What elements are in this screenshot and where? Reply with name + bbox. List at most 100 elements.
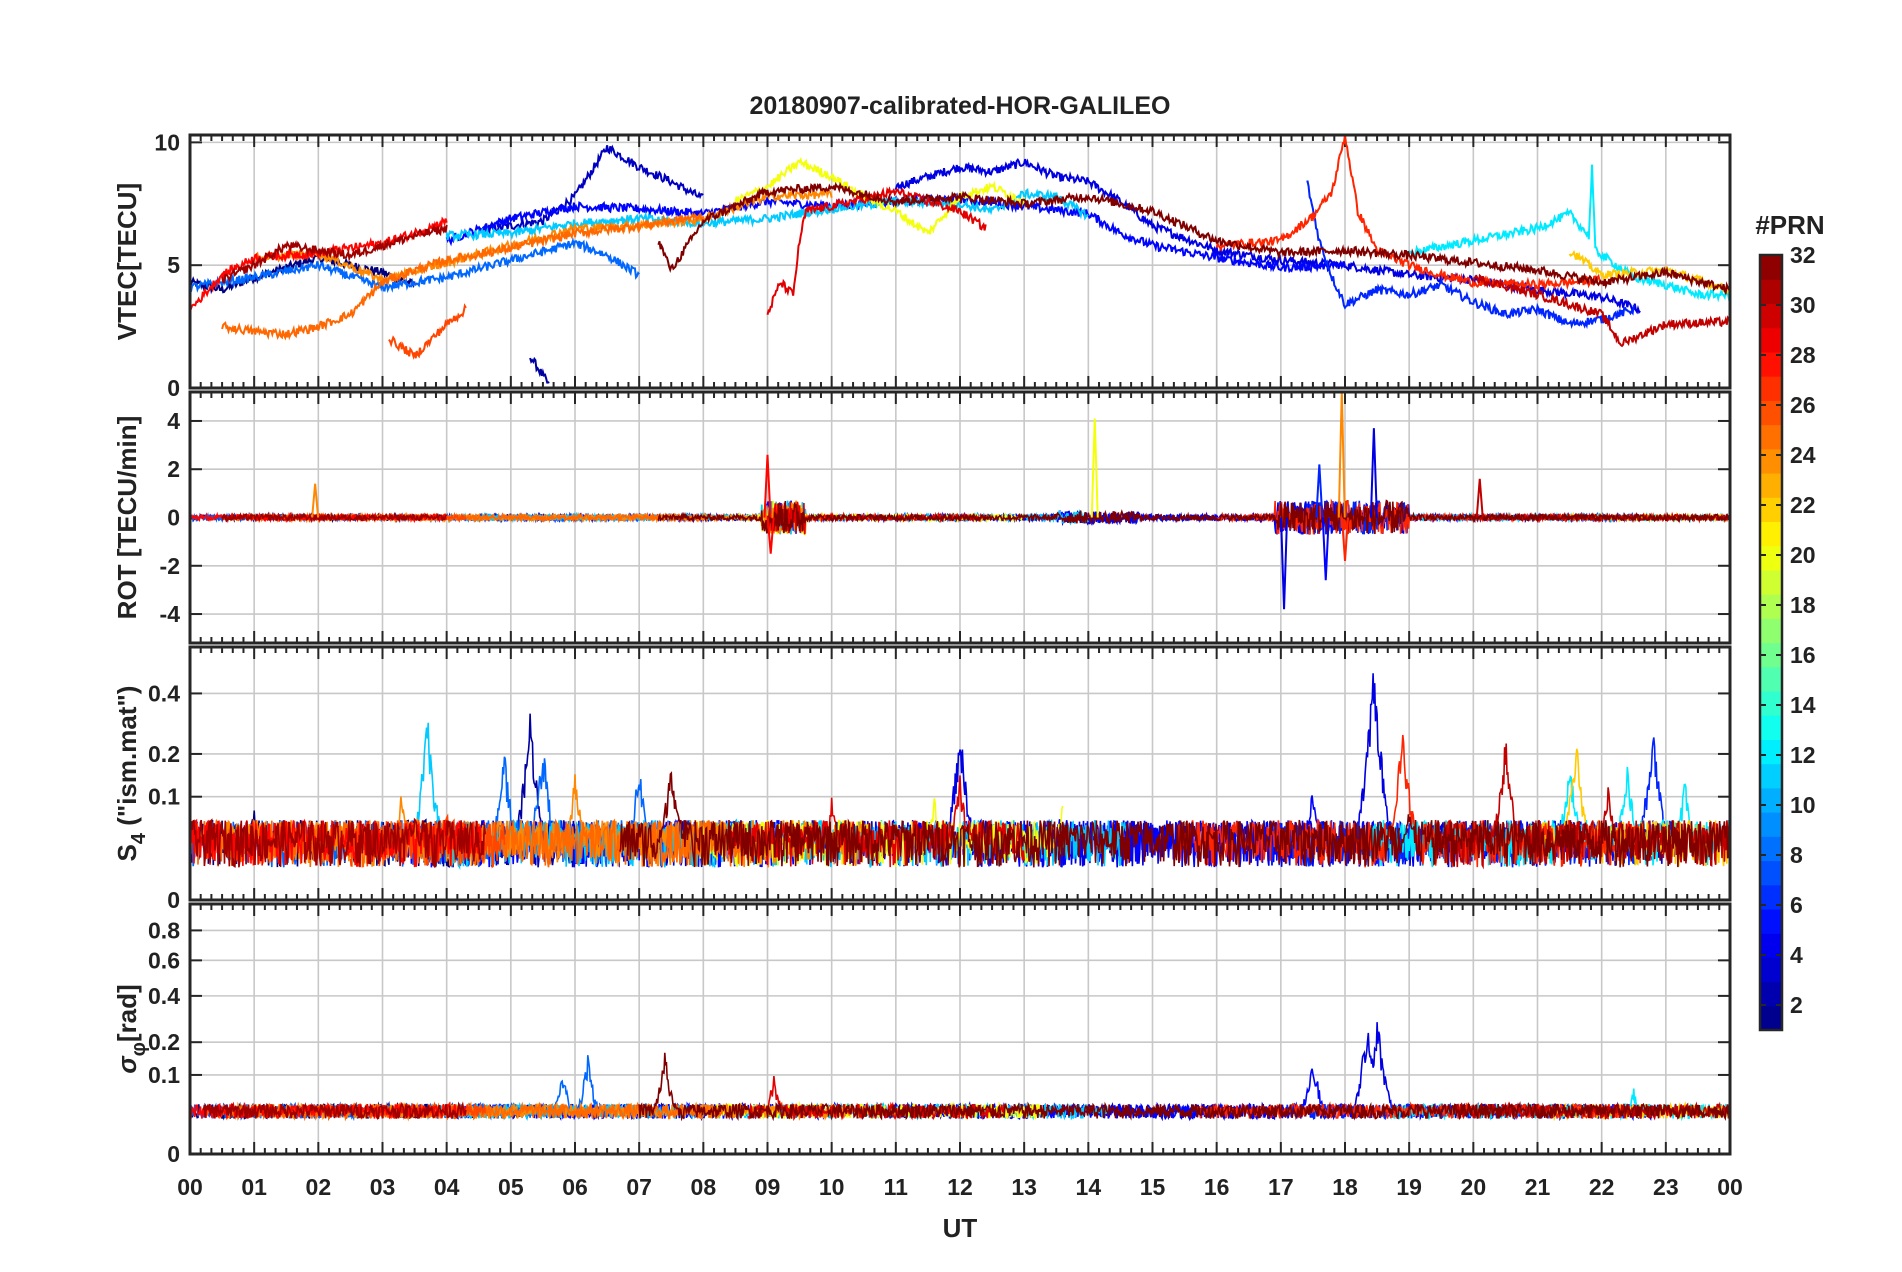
colorbar-swatch bbox=[1760, 521, 1782, 547]
x-tick-label: 13 bbox=[1011, 1174, 1037, 1200]
y-tick-label: 10 bbox=[154, 129, 180, 155]
y-axis-label-sub: φ bbox=[128, 1042, 150, 1056]
colorbar-tick-label: 8 bbox=[1790, 842, 1803, 868]
x-axis: 00 01 02 03 04 05 06 07 08 09 10 11 12 13 14 15 16 17 18 19… bbox=[177, 1174, 1743, 1200]
y-tick-label: 0.4 bbox=[148, 680, 180, 706]
panel-rot: -4 -2 0 2 4 ROT [TECU/min] bbox=[112, 390, 1732, 645]
y-axis-label-main: σ bbox=[112, 1055, 142, 1074]
x-tick-label: 16 bbox=[1204, 1174, 1230, 1200]
sigma-line-prn-31 bbox=[202, 1101, 467, 1120]
rot-spike bbox=[1475, 478, 1484, 518]
panel-sigma: 0 0.1 0.2 0.4 0.6 0.8 σφ[rad] bbox=[112, 902, 1732, 1167]
sigma-line-prn-4 bbox=[875, 1022, 1660, 1122]
sigma-line-prn-32 bbox=[638, 1052, 1730, 1122]
vtec-line-prn-32 bbox=[657, 181, 1730, 296]
panel-frame bbox=[188, 645, 1732, 902]
x-tick-label: 03 bbox=[370, 1174, 396, 1200]
vtec-line-prn-6 bbox=[1306, 180, 1635, 330]
rot-line-prn-32 bbox=[657, 499, 1730, 535]
x-tick-label: 07 bbox=[626, 1174, 652, 1200]
vtec-line-prn-12 bbox=[1408, 164, 1730, 303]
x-tick-label: 18 bbox=[1332, 1174, 1358, 1200]
colorbar-swatch bbox=[1760, 351, 1782, 377]
colorbar-swatch bbox=[1760, 908, 1782, 934]
y-axis-label-main: S bbox=[112, 844, 142, 861]
rot-line-prn-31 bbox=[221, 511, 448, 524]
x-tick-label: 09 bbox=[755, 1174, 781, 1200]
x-tick-label: 21 bbox=[1525, 1174, 1551, 1200]
y-axis-label: ROT [TECU/min] bbox=[112, 416, 142, 620]
colorbar-swatch bbox=[1760, 327, 1782, 353]
x-tick-label: 05 bbox=[498, 1174, 524, 1200]
vtec-line-prn-11 bbox=[445, 188, 1089, 243]
colorbar-tick-label: 24 bbox=[1790, 442, 1816, 468]
x-tick-label: 02 bbox=[306, 1174, 332, 1200]
x-tick-label: 11 bbox=[884, 1174, 909, 1200]
colorbar-swatch bbox=[1760, 981, 1782, 1007]
y-tick-label: -2 bbox=[160, 553, 180, 579]
rot-spike bbox=[763, 454, 772, 518]
colorbar-frame bbox=[1758, 253, 1784, 1032]
colorbar-swatch bbox=[1760, 933, 1782, 958]
colorbar-swatch bbox=[1760, 642, 1782, 668]
x-tick-label: 10 bbox=[819, 1174, 845, 1200]
colorbar-swatch bbox=[1760, 448, 1782, 474]
rot-spike bbox=[1337, 392, 1346, 518]
y-tick-label: 0.2 bbox=[148, 1029, 180, 1055]
colorbar-swatch bbox=[1760, 545, 1782, 571]
x-tick-label: 22 bbox=[1589, 1174, 1615, 1200]
panel-frame bbox=[188, 133, 1732, 390]
colorbar-tick-label: 18 bbox=[1790, 592, 1816, 618]
x-tick-label: 12 bbox=[947, 1174, 973, 1200]
y-axis-label: σφ[rad] bbox=[112, 984, 150, 1073]
colorbar-swatch bbox=[1760, 400, 1782, 426]
s4-line-prn-32 bbox=[619, 771, 1730, 868]
colorbar-tick-label: 26 bbox=[1790, 392, 1816, 418]
y-tick-label: 0 bbox=[167, 1141, 180, 1167]
y-tick-label: 0.1 bbox=[148, 1062, 180, 1088]
colorbar-swatch bbox=[1760, 884, 1782, 910]
panel-frame bbox=[188, 902, 1732, 1156]
rot-series-group bbox=[190, 392, 1730, 610]
rot-spike bbox=[1341, 517, 1349, 562]
s4-series-group bbox=[190, 673, 1730, 871]
colorbar-swatch bbox=[1760, 763, 1782, 789]
y-tick-label: 0 bbox=[167, 375, 180, 401]
colorbar-tick-label: 6 bbox=[1790, 892, 1803, 918]
colorbar-swatch bbox=[1760, 424, 1782, 450]
colorbar-swatch bbox=[1760, 618, 1782, 644]
x-tick-label: 04 bbox=[434, 1174, 460, 1200]
y-axis-label-rest: [rad] bbox=[112, 984, 142, 1042]
rot-spike bbox=[1090, 418, 1099, 518]
y-tick-label: 2 bbox=[167, 456, 180, 482]
y-tick-label: 0 bbox=[167, 505, 180, 531]
rot-spike bbox=[1369, 428, 1378, 518]
y-axis-label-rest: ("ism.mat") bbox=[112, 686, 142, 833]
rot-spike bbox=[1280, 517, 1289, 610]
colorbar-swatch bbox=[1760, 836, 1782, 862]
y-tick-label: -4 bbox=[160, 601, 181, 627]
vtec-line-prn-20 bbox=[734, 156, 1026, 235]
colorbar-swatch bbox=[1760, 812, 1782, 837]
colorbar-swatch bbox=[1760, 787, 1782, 813]
colorbar-swatch bbox=[1760, 594, 1782, 619]
colorbar-swatch bbox=[1760, 1005, 1782, 1031]
x-axis-label: UT bbox=[943, 1213, 978, 1243]
rot-spike bbox=[1315, 464, 1324, 518]
colorbar-swatch bbox=[1760, 472, 1782, 498]
y-tick-label: 0.2 bbox=[148, 741, 180, 767]
colorbar-tick-label: 16 bbox=[1790, 642, 1816, 668]
sigma-series-group bbox=[190, 1022, 1730, 1122]
x-tick-label: 19 bbox=[1396, 1174, 1422, 1200]
vtec-line-prn-25 bbox=[221, 211, 705, 341]
colorbar-label: #PRN bbox=[1755, 210, 1824, 240]
colorbar-tick-label: 22 bbox=[1790, 492, 1816, 518]
colorbar-swatch bbox=[1760, 666, 1782, 692]
colorbar-tick-label: 28 bbox=[1790, 342, 1816, 368]
colorbar-tick-label: 4 bbox=[1790, 942, 1803, 968]
rot-spike bbox=[766, 517, 775, 554]
panel-frame bbox=[188, 390, 1732, 645]
vtec-series-group bbox=[190, 135, 1730, 384]
colorbar-tick-label: 12 bbox=[1790, 742, 1816, 768]
